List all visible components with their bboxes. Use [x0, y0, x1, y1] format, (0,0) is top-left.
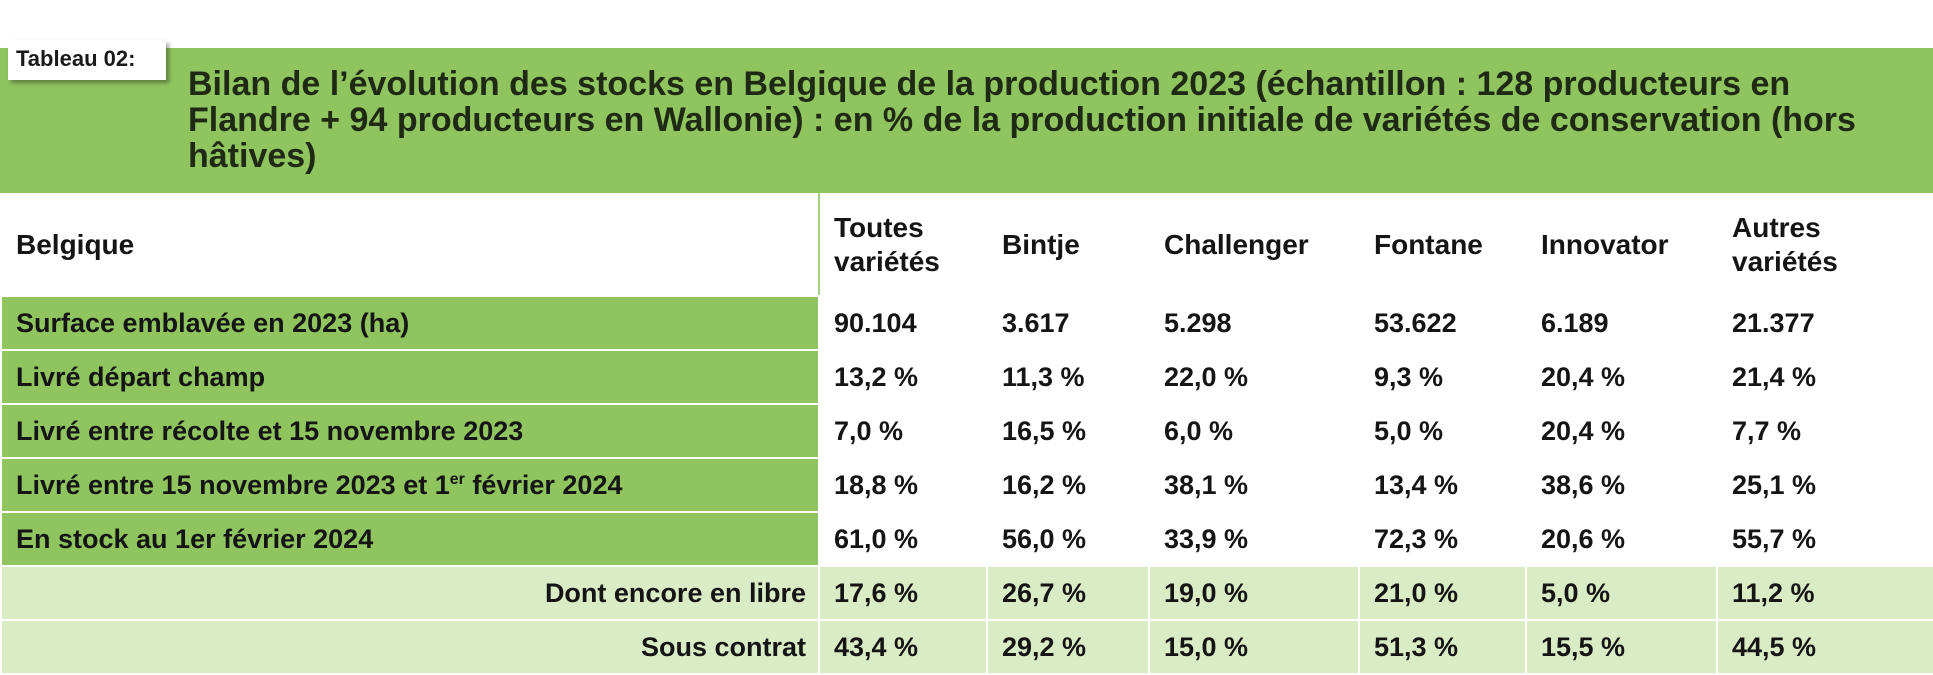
table-cell: 6,0 % — [1148, 403, 1360, 459]
title-band — [0, 48, 1933, 193]
row-label: Surface emblavée en 2023 (ha) — [0, 295, 820, 351]
table-row: Sous contrat 43,4 % 29,2 % 15,0 % 51,3 %… — [0, 619, 1933, 675]
column-header: Fontane — [1358, 193, 1527, 297]
column-header: Belgique — [0, 193, 820, 297]
row-label: Sous contrat — [0, 619, 820, 675]
row-label: Livré entre 15 novembre 2023 et 1er févr… — [0, 457, 820, 513]
table-row: Livré entre 15 novembre 2023 et 1er févr… — [0, 457, 1933, 513]
stock-table: Belgique Toutes variétés Bintje Challeng… — [0, 193, 1933, 675]
table-tag: Tableau 02: — [8, 40, 166, 80]
table-row: Dont encore en libre 17,6 % 26,7 % 19,0 … — [0, 565, 1933, 621]
table-cell: 20,4 % — [1525, 403, 1718, 459]
table-cell: 20,6 % — [1525, 511, 1718, 567]
row-label: En stock au 1er février 2024 — [0, 511, 820, 567]
column-header: Autres variétés — [1716, 193, 1933, 297]
table-cell: 21.377 — [1716, 295, 1933, 351]
table-cell: 5,0 % — [1358, 403, 1527, 459]
table-cell: 38,6 % — [1525, 457, 1718, 513]
table-cell: 17,6 % — [818, 565, 988, 621]
header-row: Belgique Toutes variétés Bintje Challeng… — [0, 193, 1933, 297]
table-cell: 7,7 % — [1716, 403, 1933, 459]
table-cell: 11,2 % — [1716, 565, 1933, 621]
column-header: Toutes variétés — [818, 193, 988, 297]
table-cell: 44,5 % — [1716, 619, 1933, 675]
table-cell: 51,3 % — [1358, 619, 1527, 675]
table-row: Surface emblavée en 2023 (ha) 90.104 3.6… — [0, 295, 1933, 351]
table-cell: 5.298 — [1148, 295, 1360, 351]
table-cell: 33,9 % — [1148, 511, 1360, 567]
table-cell: 29,2 % — [986, 619, 1150, 675]
table-cell: 55,7 % — [1716, 511, 1933, 567]
table-cell: 38,1 % — [1148, 457, 1360, 513]
table-cell: 53.622 — [1358, 295, 1527, 351]
table-cell: 11,3 % — [986, 349, 1150, 405]
table-cell: 18,8 % — [818, 457, 988, 513]
row-label-superscript: er — [449, 470, 465, 488]
table-cell: 5,0 % — [1525, 565, 1718, 621]
table-cell: 7,0 % — [818, 403, 988, 459]
row-label: Dont encore en libre — [0, 565, 820, 621]
column-header: Innovator — [1525, 193, 1718, 297]
table-cell: 16,5 % — [986, 403, 1150, 459]
table-cell: 22,0 % — [1148, 349, 1360, 405]
table-row: Livré départ champ 13,2 % 11,3 % 22,0 % … — [0, 349, 1933, 405]
table-cell: 13,4 % — [1358, 457, 1527, 513]
table-cell: 61,0 % — [818, 511, 988, 567]
table-row: Livré entre récolte et 15 novembre 2023 … — [0, 403, 1933, 459]
table-cell: 3.617 — [986, 295, 1150, 351]
column-header: Bintje — [986, 193, 1150, 297]
table-cell: 9,3 % — [1358, 349, 1527, 405]
table-cell: 21,0 % — [1358, 565, 1527, 621]
table-row: En stock au 1er février 2024 61,0 % 56,0… — [0, 511, 1933, 567]
table-cell: 20,4 % — [1525, 349, 1718, 405]
table-cell: 72,3 % — [1358, 511, 1527, 567]
row-label-main: Livré entre 15 novembre 2023 et 1 — [16, 469, 450, 500]
row-label: Livré entre récolte et 15 novembre 2023 — [0, 403, 820, 459]
table-cell: 16,2 % — [986, 457, 1150, 513]
table-cell: 43,4 % — [818, 619, 988, 675]
table-cell: 15,5 % — [1525, 619, 1718, 675]
row-label-end: février 2024 — [464, 469, 623, 500]
table-cell: 19,0 % — [1148, 565, 1360, 621]
table-cell: 15,0 % — [1148, 619, 1360, 675]
table-cell: 56,0 % — [986, 511, 1150, 567]
table-cell: 13,2 % — [818, 349, 988, 405]
table-cell: 25,1 % — [1716, 457, 1933, 513]
table-cell: 26,7 % — [986, 565, 1150, 621]
table-cell: 6.189 — [1525, 295, 1718, 351]
table-title: Bilan de l’évolution des stocks en Belgi… — [188, 65, 1856, 175]
table-cell: 90.104 — [818, 295, 988, 351]
table-cell: 21,4 % — [1716, 349, 1933, 405]
row-label: Livré départ champ — [0, 349, 820, 405]
column-header: Challenger — [1148, 193, 1360, 297]
